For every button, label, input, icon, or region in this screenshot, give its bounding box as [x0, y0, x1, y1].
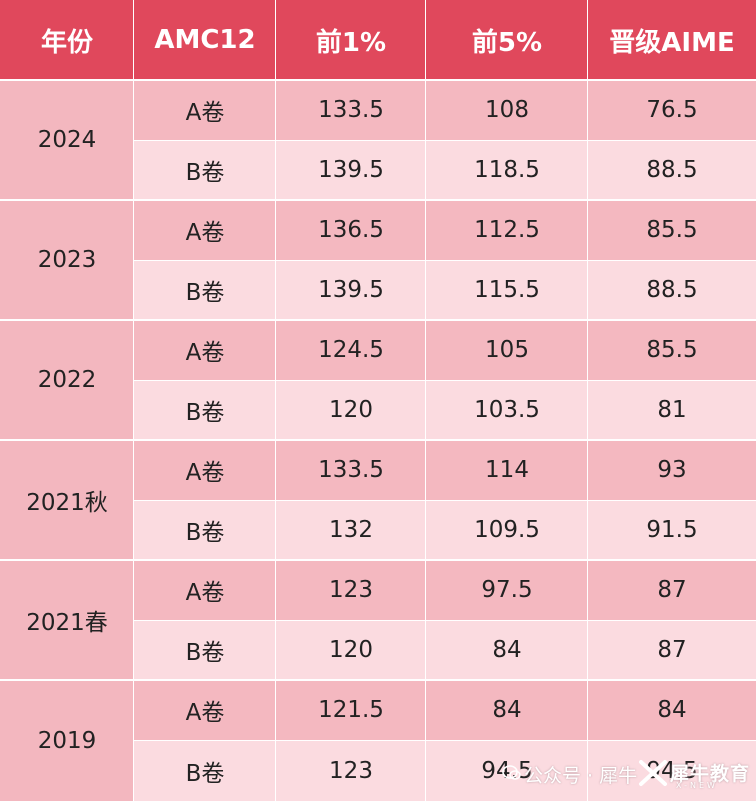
year-cell: 2024	[0, 80, 134, 200]
top5-cell: 118.5	[426, 140, 588, 200]
paper-cell: B卷	[134, 740, 276, 801]
paper-cell: B卷	[134, 140, 276, 200]
top5-cell: 105	[426, 320, 588, 380]
year-cell: 2022	[0, 320, 134, 440]
top5-cell: 108	[426, 80, 588, 140]
top1-cell: 133.5	[276, 440, 426, 500]
top5-cell: 94.5	[426, 740, 588, 801]
aime-cell: 87	[588, 560, 756, 620]
top5-cell: 114	[426, 440, 588, 500]
top1-cell: 123	[276, 740, 426, 801]
top1-cell: 139.5	[276, 260, 426, 320]
column-divider	[275, 0, 276, 801]
paper-cell: B卷	[134, 380, 276, 440]
group-divider	[0, 79, 756, 81]
watermark-sub: X-NEW	[676, 781, 718, 790]
year-cell: 2023	[0, 200, 134, 320]
aime-cell: 87	[588, 620, 756, 680]
aime-cell: 93	[588, 440, 756, 500]
group-divider	[0, 679, 756, 681]
top1-cell: 123	[276, 560, 426, 620]
top1-cell: 120	[276, 380, 426, 440]
aime-cell: 84	[588, 680, 756, 740]
paper-cell: A卷	[134, 440, 276, 500]
top1-cell: 136.5	[276, 200, 426, 260]
column-divider	[425, 0, 426, 801]
aime-cell: 85.5	[588, 200, 756, 260]
paper-cell: A卷	[134, 560, 276, 620]
top5-cell: 84	[426, 620, 588, 680]
top5-cell: 112.5	[426, 200, 588, 260]
year-cell: 2019	[0, 680, 134, 801]
paper-cell: A卷	[134, 200, 276, 260]
top5-cell: 109.5	[426, 500, 588, 560]
row-divider	[134, 620, 756, 621]
header-aime: 晋级AIME	[588, 0, 756, 80]
group-divider	[0, 199, 756, 201]
wechat-icon	[502, 765, 521, 780]
watermark: 公众号 · 犀牛 犀牛教育 X-NEW	[500, 755, 756, 791]
column-divider	[587, 0, 588, 801]
aime-cell: 76.5	[588, 80, 756, 140]
aime-cell: 81	[588, 380, 756, 440]
paper-cell: B卷	[134, 260, 276, 320]
top1-cell: 139.5	[276, 140, 426, 200]
row-divider	[134, 380, 756, 381]
top1-cell: 132	[276, 500, 426, 560]
header-year: 年份	[0, 0, 134, 80]
group-divider	[0, 319, 756, 321]
watermark-text: 公众号 · 犀牛	[524, 765, 638, 787]
row-divider	[134, 140, 756, 141]
top1-cell: 120	[276, 620, 426, 680]
aime-cell: 94.5	[588, 740, 756, 801]
paper-cell: B卷	[134, 500, 276, 560]
header-top5: 前5%	[426, 0, 588, 80]
header-amc12: AMC12	[134, 0, 276, 80]
paper-cell: A卷	[134, 80, 276, 140]
aime-cell: 91.5	[588, 500, 756, 560]
paper-cell: A卷	[134, 320, 276, 380]
top5-cell: 115.5	[426, 260, 588, 320]
top1-cell: 121.5	[276, 680, 426, 740]
row-divider	[134, 260, 756, 261]
group-divider	[0, 439, 756, 441]
top5-cell: 84	[426, 680, 588, 740]
header-top1: 前1%	[276, 0, 426, 80]
paper-cell: A卷	[134, 680, 276, 740]
paper-cell: B卷	[134, 620, 276, 680]
top1-cell: 124.5	[276, 320, 426, 380]
aime-cell: 88.5	[588, 260, 756, 320]
year-cell: 2021秋	[0, 440, 134, 560]
aime-cell: 85.5	[588, 320, 756, 380]
top5-cell: 103.5	[426, 380, 588, 440]
row-divider	[134, 740, 756, 741]
brand-logo-icon	[639, 760, 667, 786]
top1-cell: 133.5	[276, 80, 426, 140]
watermark-brand: 犀牛教育	[670, 763, 751, 785]
group-divider	[0, 559, 756, 561]
aime-cell: 88.5	[588, 140, 756, 200]
row-divider	[134, 500, 756, 501]
year-cell: 2021春	[0, 560, 134, 680]
column-divider	[133, 0, 134, 801]
top5-cell: 97.5	[426, 560, 588, 620]
